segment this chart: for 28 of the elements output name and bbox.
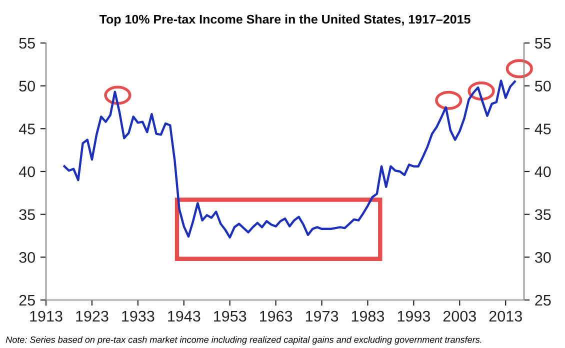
chart-title: Top 10% Pre-tax Income Share in the United States, 1917–2015: [99, 14, 470, 26]
x-tick-label: 1933: [122, 310, 154, 322]
x-tick-label: 1983: [352, 310, 384, 322]
y2-tick-label: 30: [535, 252, 551, 263]
y2-tick-label: 50: [535, 80, 551, 92]
x-tick-label: 1963: [260, 310, 292, 322]
line-series: [63, 80, 516, 239]
y-tick-label: 30: [19, 252, 35, 263]
y-tick-label: 45: [18, 124, 35, 134]
y2-tick-label: 40: [534, 166, 551, 178]
x-tick-label: 2013: [489, 310, 522, 322]
x-tick-label: 2003: [443, 310, 476, 322]
y-tick-label: 50: [19, 80, 35, 92]
y-tick-label: 35: [19, 209, 35, 220]
x-tick-label: 1953: [214, 310, 246, 322]
x-tick-label: 1993: [398, 310, 430, 322]
y-tick-label: 25: [19, 294, 35, 306]
x-tick-label: 1923: [76, 310, 108, 322]
x-tick-label: 1973: [306, 310, 338, 322]
x-tick-label: 1913: [30, 310, 62, 322]
y2-tick-label: 25: [535, 294, 551, 306]
y2-tick-label: 55: [535, 38, 551, 49]
y2-tick-label: 45: [534, 124, 551, 134]
y2-tick-label: 35: [535, 209, 551, 220]
text: Note: Series based on pre-tax cash market income including realized capital gains and excluding government transfers.: [6, 336, 482, 345]
x-tick-label: 1943: [168, 310, 200, 322]
y-tick-label: 40: [18, 166, 35, 178]
y-tick-label: 55: [19, 38, 35, 49]
